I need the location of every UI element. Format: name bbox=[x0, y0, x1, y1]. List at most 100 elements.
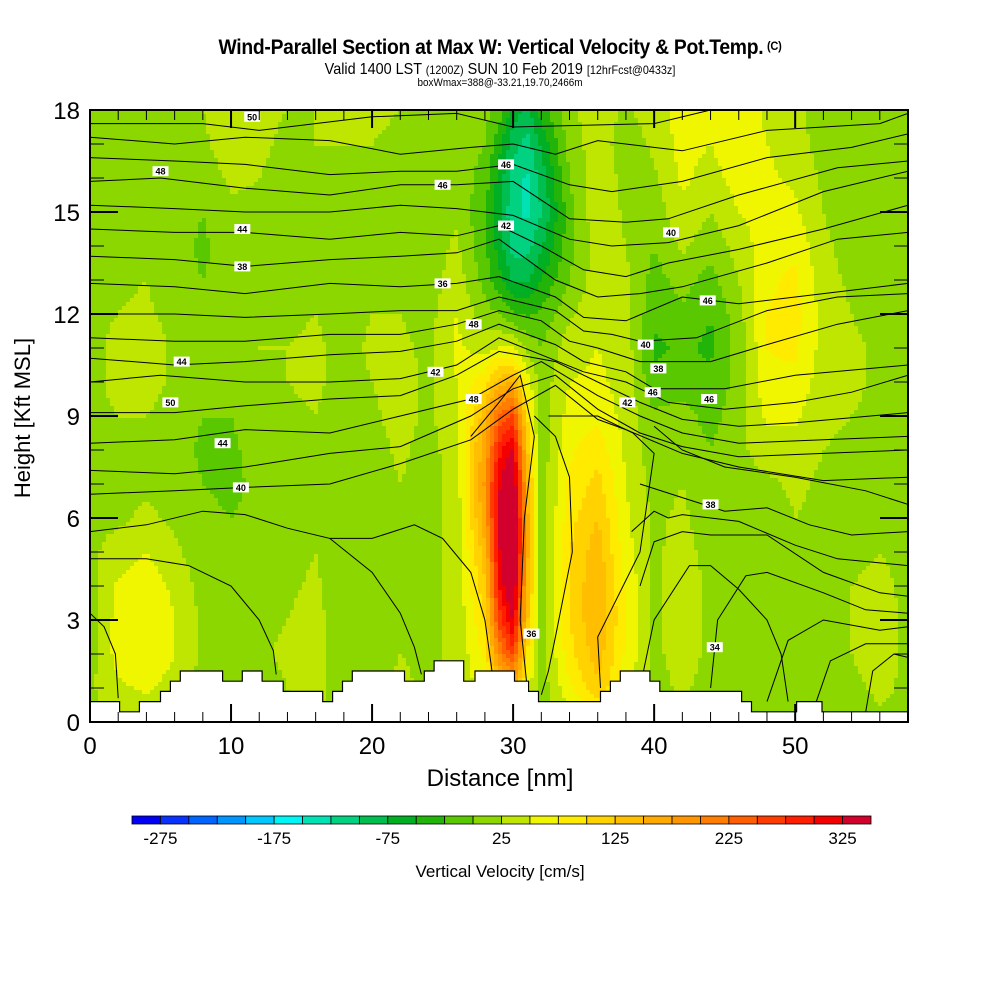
w-cell bbox=[186, 518, 191, 523]
w-cell bbox=[158, 386, 163, 391]
w-cell bbox=[178, 594, 183, 599]
w-cell bbox=[98, 522, 103, 527]
w-cell bbox=[138, 662, 143, 667]
w-cell bbox=[158, 482, 163, 487]
w-cell bbox=[154, 658, 159, 663]
w-cell bbox=[122, 510, 127, 515]
w-cell bbox=[198, 254, 203, 259]
w-cell bbox=[198, 330, 203, 335]
w-cell bbox=[198, 522, 203, 527]
w-cell bbox=[130, 566, 135, 571]
w-cell bbox=[158, 538, 163, 543]
w-cell bbox=[186, 154, 191, 159]
w-cell bbox=[186, 450, 191, 455]
w-cell bbox=[106, 326, 111, 331]
w-cell bbox=[214, 646, 219, 651]
w-cell bbox=[126, 154, 131, 159]
w-cell bbox=[106, 154, 111, 159]
w-cell bbox=[130, 342, 135, 347]
w-cell bbox=[166, 522, 171, 527]
w-cell bbox=[114, 190, 119, 195]
w-cell bbox=[118, 342, 123, 347]
w-cell bbox=[114, 230, 119, 235]
w-cell bbox=[146, 186, 151, 191]
w-cell bbox=[142, 254, 147, 259]
w-cell bbox=[90, 378, 95, 383]
w-cell bbox=[114, 170, 119, 175]
w-cell bbox=[162, 178, 167, 183]
w-cell bbox=[158, 466, 163, 471]
w-cell bbox=[202, 486, 207, 491]
w-cell bbox=[146, 462, 151, 467]
w-cell bbox=[194, 350, 199, 355]
w-cell bbox=[106, 190, 111, 195]
w-cell bbox=[178, 254, 183, 259]
w-cell bbox=[102, 314, 107, 319]
w-cell bbox=[94, 650, 99, 655]
w-cell bbox=[166, 538, 171, 543]
w-cell bbox=[162, 150, 167, 155]
w-cell bbox=[170, 606, 175, 611]
w-cell bbox=[114, 446, 119, 451]
w-cell bbox=[162, 186, 167, 191]
w-cell bbox=[210, 386, 215, 391]
w-cell bbox=[210, 418, 215, 423]
w-cell bbox=[170, 146, 175, 151]
w-cell bbox=[202, 578, 207, 583]
w-cell bbox=[198, 282, 203, 287]
w-cell bbox=[154, 254, 159, 259]
w-cell bbox=[186, 238, 191, 243]
w-cell bbox=[110, 614, 115, 619]
w-cell bbox=[210, 558, 215, 563]
w-cell bbox=[206, 226, 211, 231]
w-cell bbox=[150, 258, 155, 263]
w-cell bbox=[194, 306, 199, 311]
w-cell bbox=[186, 398, 191, 403]
w-cell bbox=[118, 702, 123, 707]
w-cell bbox=[118, 478, 123, 483]
w-cell bbox=[110, 242, 115, 247]
w-cell bbox=[146, 382, 151, 387]
w-cell bbox=[130, 574, 135, 579]
w-cell bbox=[178, 526, 183, 531]
w-cell bbox=[130, 602, 135, 607]
w-cell bbox=[130, 202, 135, 207]
w-cell bbox=[214, 602, 219, 607]
w-cell bbox=[110, 166, 115, 171]
w-cell bbox=[158, 378, 163, 383]
w-cell bbox=[134, 234, 139, 239]
w-cell bbox=[110, 222, 115, 227]
w-cell bbox=[174, 530, 179, 535]
w-cell bbox=[102, 254, 107, 259]
w-cell bbox=[126, 566, 131, 571]
w-cell bbox=[166, 326, 171, 331]
w-cell bbox=[190, 530, 195, 535]
w-cell bbox=[146, 218, 151, 223]
w-cell bbox=[106, 306, 111, 311]
w-cell bbox=[218, 210, 223, 215]
w-cell bbox=[202, 534, 207, 539]
w-cell bbox=[134, 458, 139, 463]
w-cell bbox=[106, 110, 111, 115]
w-cell bbox=[122, 414, 127, 419]
w-cell bbox=[146, 162, 151, 167]
w-cell bbox=[134, 438, 139, 443]
w-cell bbox=[106, 158, 111, 163]
w-cell bbox=[122, 366, 127, 371]
w-cell bbox=[186, 366, 191, 371]
w-cell bbox=[174, 558, 179, 563]
w-cell bbox=[210, 218, 215, 223]
w-cell bbox=[146, 666, 151, 671]
w-cell bbox=[150, 390, 155, 395]
w-cell bbox=[210, 234, 215, 239]
w-cell bbox=[102, 678, 107, 683]
w-cell bbox=[138, 278, 143, 283]
w-cell bbox=[182, 314, 187, 319]
w-cell bbox=[118, 446, 123, 451]
w-cell bbox=[150, 402, 155, 407]
w-cell bbox=[190, 638, 195, 643]
w-cell bbox=[142, 482, 147, 487]
w-cell bbox=[106, 486, 111, 491]
w-cell bbox=[106, 682, 111, 687]
w-cell bbox=[126, 282, 131, 287]
